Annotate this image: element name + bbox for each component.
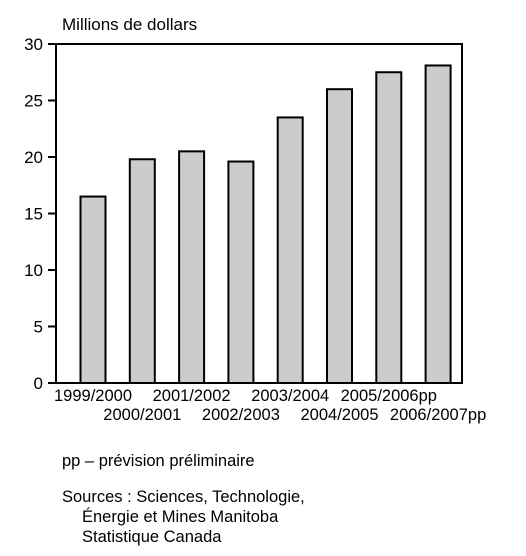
x-tick-label: 2000/2001 xyxy=(103,406,181,424)
bars-group xyxy=(79,64,452,384)
bar xyxy=(79,195,107,384)
footnote: pp – prévision préliminaire xyxy=(62,452,255,470)
y-tick-label: 10 xyxy=(24,261,43,280)
bar xyxy=(128,158,156,384)
y-tick-label: 20 xyxy=(24,148,43,167)
y-tick-label: 15 xyxy=(24,205,43,224)
y-axis-label: Millions de dollars xyxy=(62,15,197,34)
sources-line-1: Sources : Sciences, Technologie, xyxy=(62,488,305,506)
x-tick-label: 2006/2007pp xyxy=(390,406,486,424)
y-tick-label: 5 xyxy=(34,318,43,337)
x-tick-label: 2001/2002 xyxy=(153,387,231,405)
bar xyxy=(227,160,255,384)
bar xyxy=(326,88,353,384)
bar xyxy=(424,64,452,384)
x-tick-label: 2003/2004 xyxy=(251,387,329,405)
sources-note: Sources : Sciences, Technologie, Énergie… xyxy=(62,487,305,547)
y-tick-label: 25 xyxy=(24,92,43,111)
y-axis: 0 5 10 15 20 25 30 xyxy=(24,35,56,393)
sources-line-3: Statistique Canada xyxy=(82,528,222,546)
bar xyxy=(276,116,304,384)
sources-line-2: Énergie et Mines Manitoba xyxy=(82,508,279,526)
x-axis-labels: 1999/20002000/20012001/20022002/20032003… xyxy=(54,387,486,424)
bar xyxy=(178,150,206,384)
x-tick-label: 1999/2000 xyxy=(54,387,132,405)
y-tick-label: 30 xyxy=(24,35,43,54)
x-tick-label: 2004/2005 xyxy=(301,406,379,424)
x-tick-label: 2002/2003 xyxy=(202,406,280,424)
bar xyxy=(375,71,403,384)
bar-chart: Millions de dollars 0 5 10 15 20 25 30 1999/20… xyxy=(24,15,486,424)
plot-frame xyxy=(55,43,463,384)
y-tick-label: 0 xyxy=(34,374,43,393)
x-tick-label: 2005/2006pp xyxy=(341,387,437,405)
